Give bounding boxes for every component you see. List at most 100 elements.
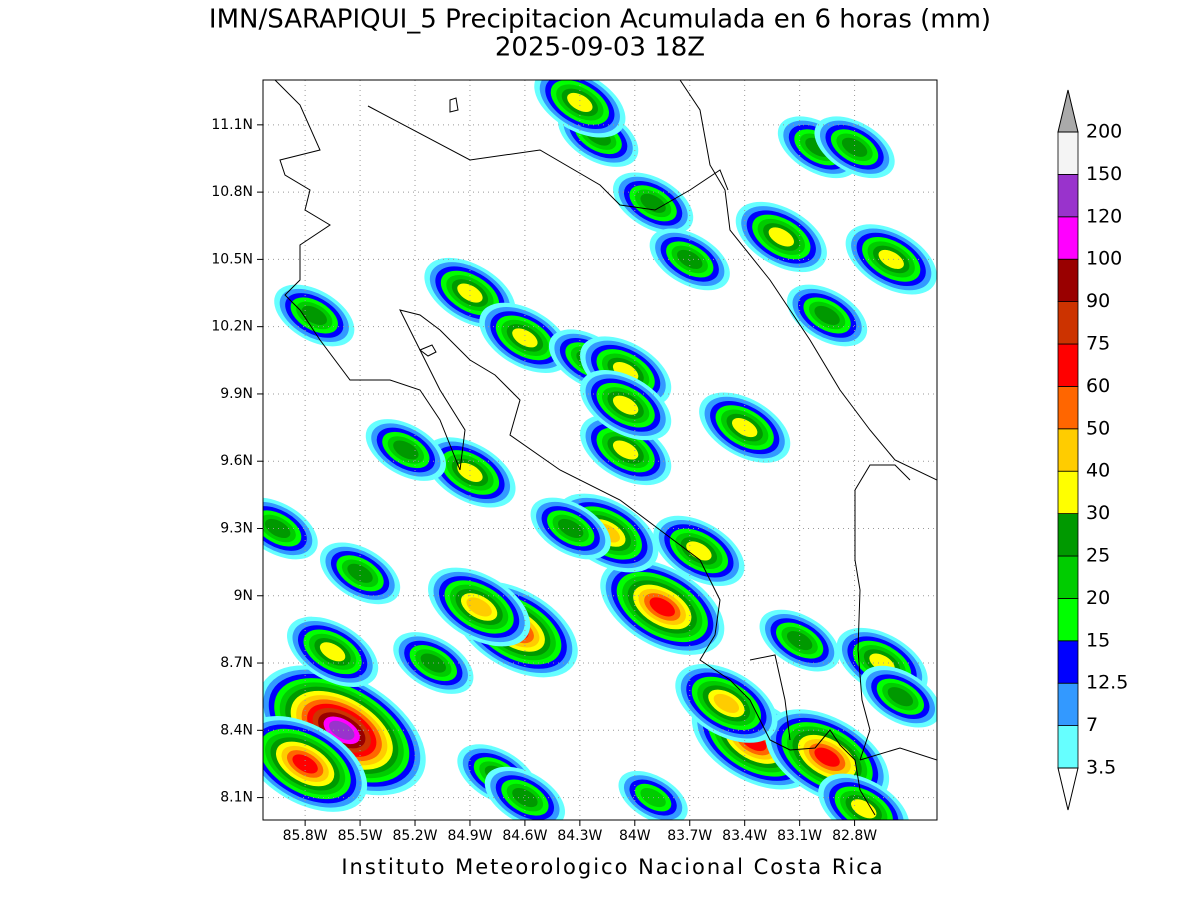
border-south [749, 464, 937, 761]
contour [814, 305, 840, 326]
precip-cell [263, 716, 368, 812]
precip-cell [287, 616, 379, 687]
colorbar-swatch [1057, 513, 1079, 557]
colorbar-swatch [1057, 470, 1079, 515]
contour [466, 597, 492, 617]
precip-cell [653, 515, 745, 587]
plot-frame [262, 79, 938, 821]
contour [292, 754, 318, 774]
colorbar-label: 90 [1086, 290, 1110, 312]
subtitle: 2025-09-03 18Z [495, 33, 705, 63]
colorbar-under [1057, 767, 1079, 811]
contour [887, 687, 914, 707]
contour [814, 747, 840, 767]
contour [512, 788, 538, 808]
precip-cell [365, 419, 446, 481]
x-tick-label: 83.7W [667, 828, 712, 844]
y-tick-label: 8.4N [220, 722, 253, 738]
contour [649, 597, 675, 617]
precip-cell [649, 228, 730, 291]
colorbar-swatch [1057, 301, 1079, 345]
y-tick-label: 8.7N [220, 655, 253, 671]
colorbar-swatch [1057, 385, 1079, 430]
colorbar-swatch [1057, 640, 1079, 684]
colorbar-swatch [1057, 598, 1079, 642]
precip-cell [845, 224, 937, 295]
precip-cell [735, 201, 827, 273]
contour [851, 799, 877, 819]
x-tick-label: 85.5W [338, 828, 383, 844]
y-tick-label: 10.2N [211, 319, 253, 335]
x-tick-label: 82.8W [832, 828, 877, 844]
contour [677, 249, 703, 269]
colorbar-swatch [1057, 343, 1079, 387]
x-tick-label: 85.8W [283, 828, 328, 844]
pacific-coast [274, 80, 876, 816]
footer: Instituto Meteorologico Nacional Costa R… [341, 855, 884, 879]
contour [301, 305, 327, 326]
colorbar: 3.5 7 12.5 15 20 25 30 40 50 60 75 90 100 120 150 200 [1057, 89, 1128, 811]
contour [713, 693, 740, 713]
colorbar-label: 20 [1086, 587, 1110, 609]
y-tick-label: 9.3N [220, 520, 253, 536]
x-tick-label: 84.9W [447, 828, 492, 844]
colorbar-label: 25 [1086, 545, 1110, 567]
contour [457, 283, 483, 303]
contour [457, 462, 483, 482]
contour [347, 563, 373, 583]
precip-cell [424, 437, 516, 508]
y-tick-label: 9N [234, 588, 253, 604]
contour [512, 328, 538, 348]
y-tick-label: 9.9N [220, 386, 253, 402]
colorbar-label: 30 [1086, 502, 1110, 524]
colorbar-swatch [1057, 682, 1079, 727]
contour [731, 418, 758, 438]
contour [768, 227, 795, 247]
colorbar-swatch [1057, 173, 1079, 218]
coastlines [274, 80, 937, 816]
precip-cell [600, 559, 725, 655]
colorbar-swatch [1057, 131, 1079, 175]
x-tick-label: 83.4W [722, 828, 767, 844]
precip-cell [534, 80, 626, 138]
contour [841, 137, 868, 157]
colorbar-label: 50 [1086, 417, 1110, 439]
colorbar-label: 15 [1086, 629, 1110, 651]
x-tick-label: 83.1W [777, 828, 822, 844]
lake [419, 97, 459, 357]
x-tick-label: 85.2W [393, 828, 438, 844]
x-tick-label: 84.3W [557, 828, 602, 844]
colorbar-label: 75 [1086, 333, 1110, 355]
grid [257, 80, 937, 826]
precip-cell [675, 663, 778, 743]
border-north [367, 105, 729, 211]
precip-cell [787, 284, 868, 347]
contour [393, 440, 419, 460]
colorbar-swatch [1057, 216, 1079, 260]
contour [329, 720, 355, 740]
precip-cell [484, 766, 566, 820]
precip-cell [530, 497, 611, 560]
contour [264, 518, 291, 539]
y-tick-label: 10.8N [211, 184, 253, 200]
colorbar-label: 40 [1086, 460, 1110, 482]
colorbar-swatch [1057, 428, 1079, 472]
contour [612, 440, 639, 460]
contour [612, 395, 639, 415]
colorbar-swatch [1057, 725, 1079, 769]
x-tick-label: 84W [619, 828, 651, 844]
colorbar-swatch [1057, 258, 1079, 303]
precip-field [263, 80, 937, 820]
contour [319, 642, 346, 662]
precip-cell [274, 284, 355, 347]
x-tick-label: 84.6W [502, 828, 547, 844]
precip-cell [479, 302, 571, 374]
y-tick-label: 11.1N [211, 117, 253, 133]
precip-cell [814, 116, 895, 179]
colorbar-label: 60 [1086, 375, 1110, 397]
y-tick-label: 8.1N [220, 790, 253, 806]
colorbar-label: 100 [1086, 248, 1122, 270]
colorbar-swatch [1057, 555, 1079, 599]
contour [567, 92, 593, 112]
